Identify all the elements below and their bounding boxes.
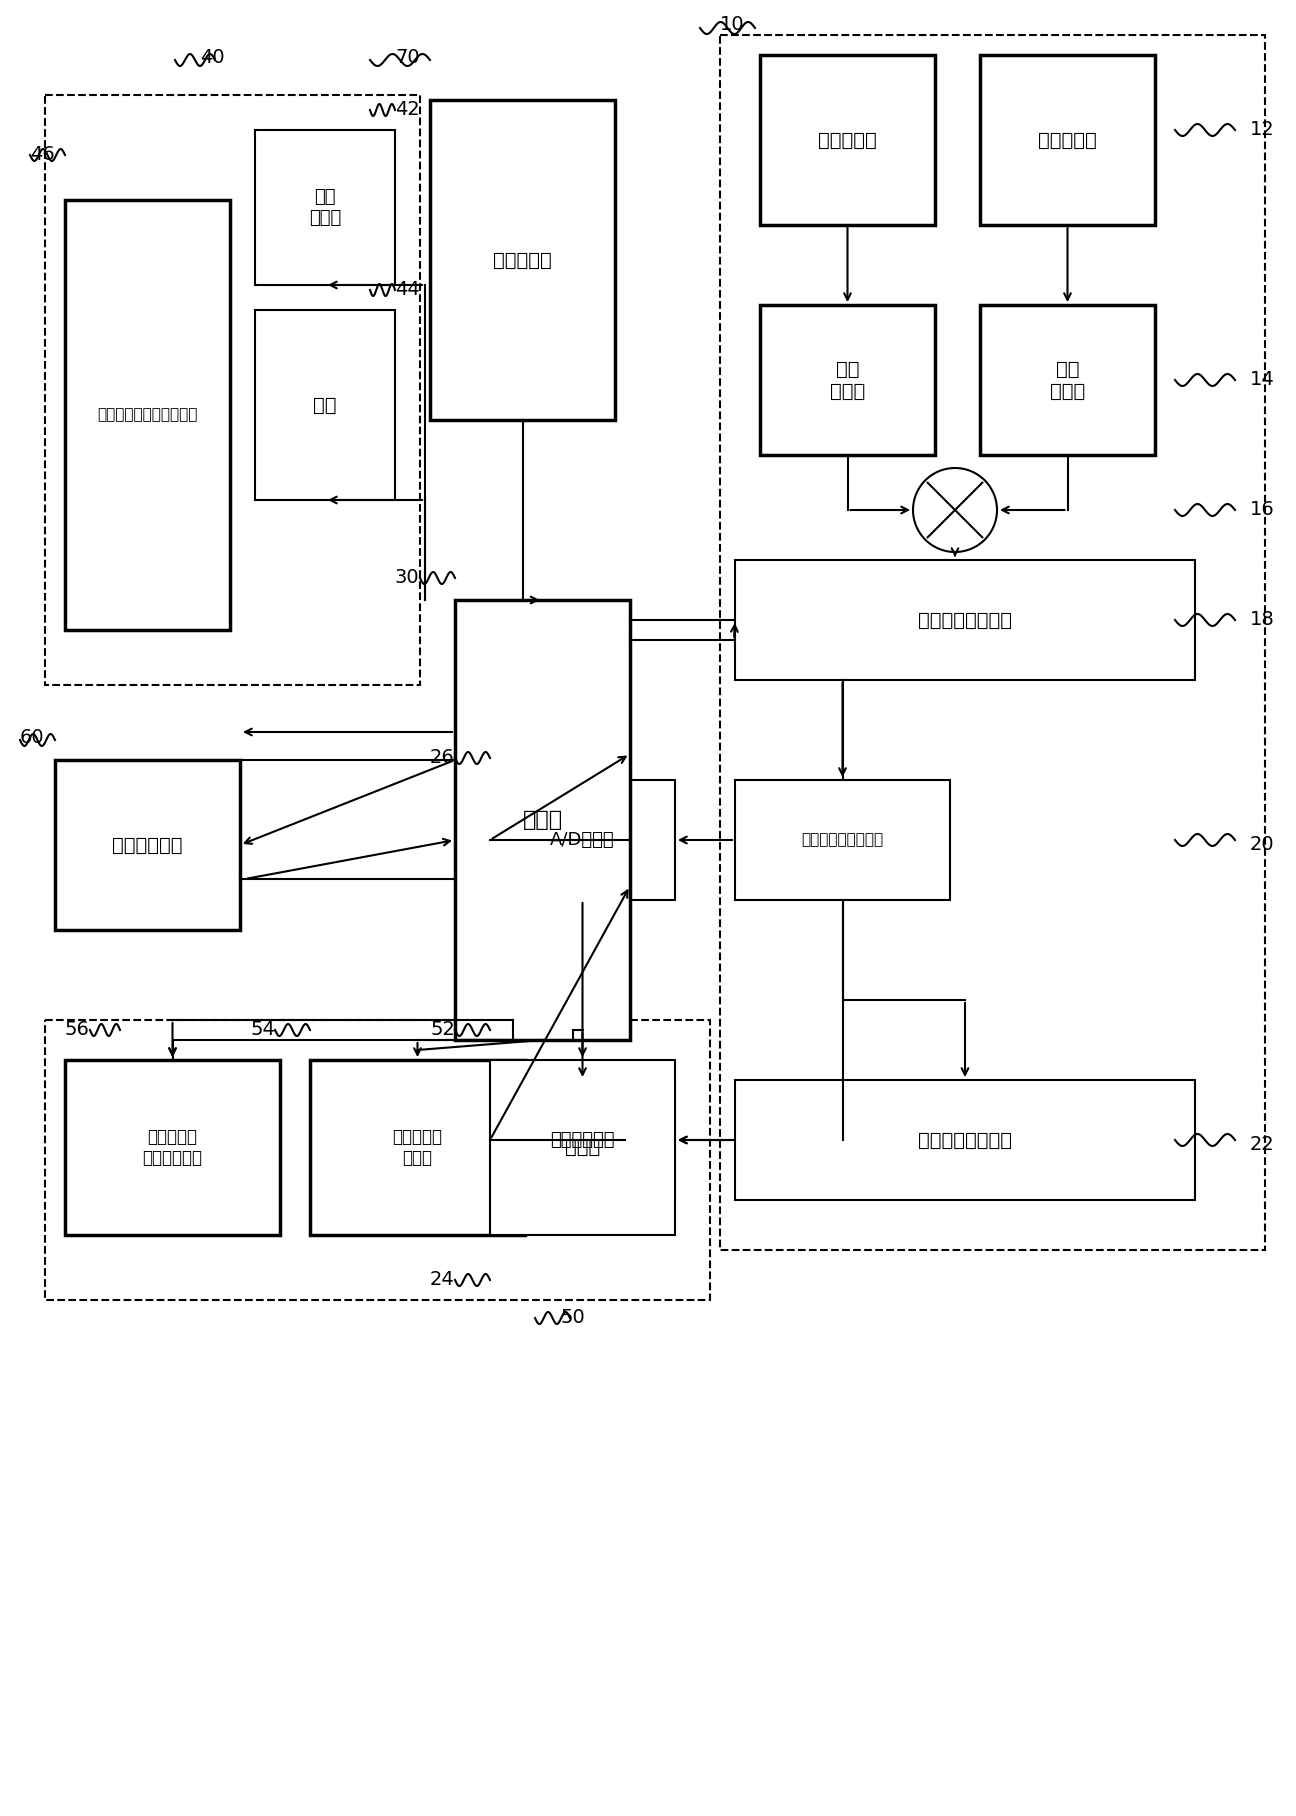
Bar: [980, 54, 1155, 225]
Text: 70: 70: [395, 47, 420, 67]
Bar: [721, 35, 1265, 1249]
Bar: [490, 781, 675, 901]
Bar: [490, 1081, 675, 1200]
Bar: [455, 599, 630, 1041]
Text: 신호수신기: 신호수신기: [492, 251, 552, 269]
Bar: [310, 1061, 525, 1235]
Bar: [980, 305, 1155, 456]
Bar: [759, 305, 934, 456]
Text: 제어부: 제어부: [522, 810, 562, 830]
Text: 모터제어부
구동부: 모터제어부 구동부: [393, 1128, 442, 1168]
Bar: [54, 761, 240, 930]
Text: 42: 42: [395, 100, 420, 120]
Bar: [45, 94, 420, 685]
Text: 16: 16: [1251, 499, 1275, 519]
Bar: [255, 311, 395, 499]
Text: 전원
제어부: 전원 제어부: [308, 189, 341, 227]
Text: 배터리: 배터리: [565, 1139, 600, 1157]
Text: 이득
조절부: 이득 조절부: [1050, 360, 1085, 401]
Text: 코골이인식부: 코골이인식부: [551, 1131, 614, 1150]
Text: 44: 44: [395, 280, 420, 300]
Circle shape: [912, 469, 997, 552]
Text: 12: 12: [1251, 120, 1275, 140]
Text: 코골이신호처리기: 코골이신호처리기: [918, 610, 1012, 630]
Text: 56: 56: [65, 1021, 89, 1039]
Text: 가사시알람디스플레이부: 가사시알람디스플레이부: [97, 407, 198, 423]
Text: 26: 26: [430, 748, 455, 766]
Text: 마이크로폰: 마이크로폰: [1038, 131, 1096, 149]
Bar: [735, 1081, 1195, 1200]
Text: 52: 52: [430, 1021, 455, 1039]
Text: 50: 50: [560, 1308, 584, 1327]
Text: 40: 40: [200, 47, 224, 67]
Text: 시계: 시계: [314, 396, 337, 414]
Text: 10: 10: [721, 15, 745, 35]
Text: 저파수용성필터부: 저파수용성필터부: [918, 1131, 1012, 1150]
Text: 디스플레이부: 디스플레이부: [113, 835, 183, 855]
Text: 이득
조절부: 이득 조절부: [829, 360, 866, 401]
Bar: [45, 1021, 710, 1300]
Text: 24: 24: [430, 1269, 455, 1289]
Text: 54: 54: [250, 1021, 275, 1039]
Bar: [65, 1061, 280, 1235]
Bar: [735, 559, 1195, 679]
Text: 46: 46: [30, 145, 54, 163]
Text: A/D변환부: A/D변환부: [551, 832, 614, 850]
Text: 공압제어용
솔레노이드부: 공압제어용 솔레노이드부: [143, 1128, 202, 1168]
Text: 18: 18: [1251, 610, 1275, 628]
Text: 이너링크로스처리부: 이너링크로스처리부: [801, 832, 884, 848]
Bar: [490, 1061, 675, 1235]
Text: 22: 22: [1251, 1135, 1275, 1153]
Text: 마이크로폰: 마이크로폰: [818, 131, 877, 149]
Bar: [759, 54, 934, 225]
Text: 30: 30: [395, 568, 420, 587]
Bar: [65, 200, 229, 630]
Text: 20: 20: [1251, 835, 1275, 854]
Bar: [255, 131, 395, 285]
Bar: [735, 781, 950, 901]
Bar: [430, 100, 616, 419]
Text: 14: 14: [1251, 370, 1275, 389]
Text: 60: 60: [19, 728, 44, 746]
